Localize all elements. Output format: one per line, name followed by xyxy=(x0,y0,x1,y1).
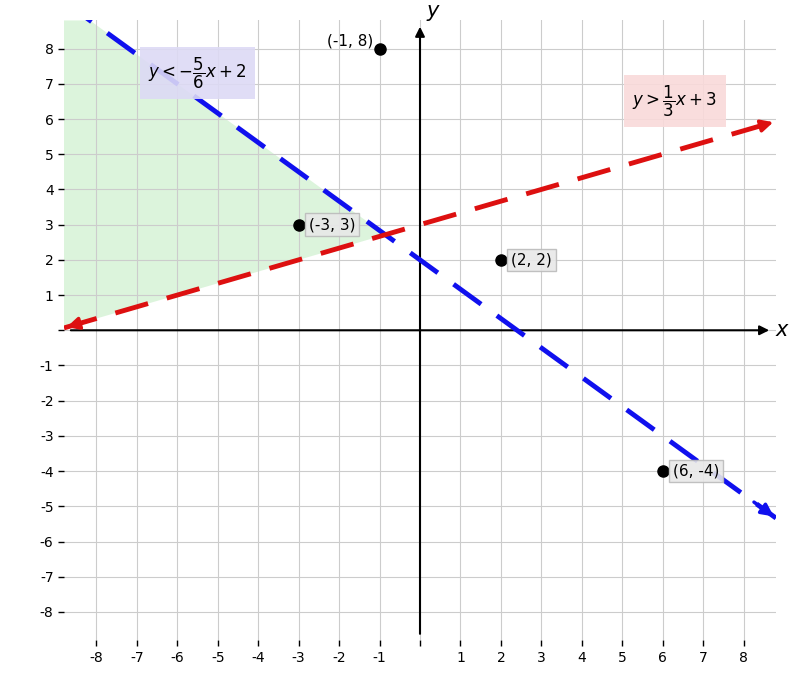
Text: y: y xyxy=(426,1,438,21)
Text: (-3, 3): (-3, 3) xyxy=(309,217,355,232)
Text: (-1, 8): (-1, 8) xyxy=(327,33,374,48)
Polygon shape xyxy=(64,20,386,328)
Text: (2, 2): (2, 2) xyxy=(511,253,552,268)
Text: x: x xyxy=(775,320,787,340)
Text: $y < -\dfrac{5}{6}x + 2$: $y < -\dfrac{5}{6}x + 2$ xyxy=(148,56,246,91)
Text: (6, -4): (6, -4) xyxy=(673,464,719,479)
Text: $y > \dfrac{1}{3}x + 3$: $y > \dfrac{1}{3}x + 3$ xyxy=(633,84,718,119)
